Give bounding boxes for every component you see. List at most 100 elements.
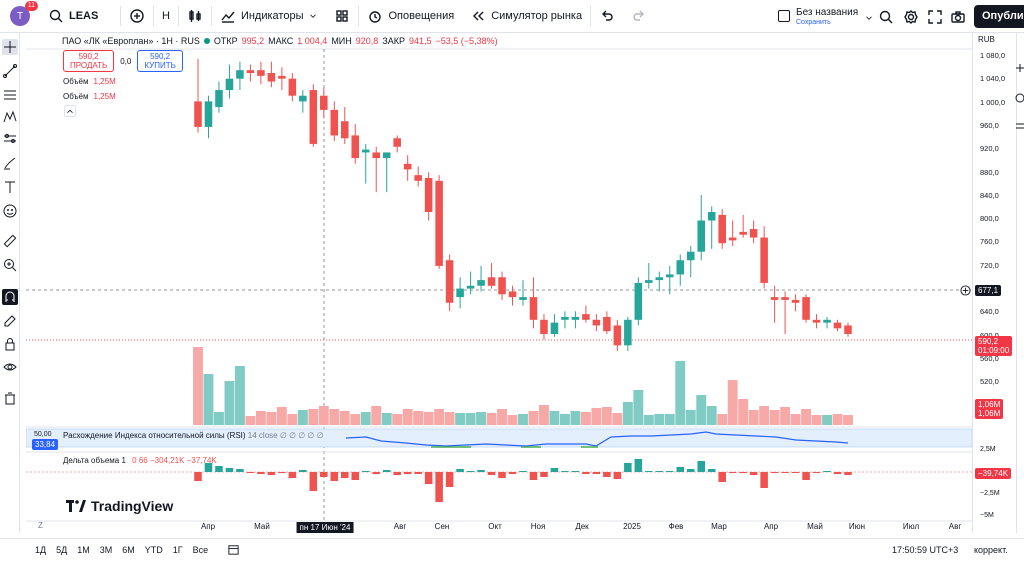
volume-bar: [371, 406, 382, 425]
trend-line-icon[interactable]: [2, 63, 18, 79]
delta-bar: [634, 459, 643, 472]
rsi-value-tag: 33,84: [32, 439, 59, 450]
period-1М[interactable]: 1М: [77, 544, 90, 555]
templates-button[interactable]: [326, 0, 358, 33]
avatar[interactable]: T 11: [10, 1, 38, 26]
volume-bar: [476, 412, 487, 425]
price-chart[interactable]: [26, 33, 972, 533]
collapse-legend-icon[interactable]: [64, 105, 76, 117]
currency-label[interactable]: RUB: [978, 35, 995, 44]
volume-bar: [381, 413, 392, 425]
add-alert-icon[interactable]: [960, 285, 971, 296]
candle-body: [728, 237, 737, 241]
delta-bar: [477, 470, 485, 472]
publish-button[interactable]: Опубликовать: [974, 5, 1024, 28]
volume-legend-1[interactable]: Объём 1,25M: [63, 77, 116, 86]
sell-button[interactable]: 590,2 ПРОДАТЬ: [63, 50, 115, 72]
fib-icon[interactable]: [2, 87, 18, 103]
candle-body: [351, 135, 360, 159]
chart-type-button[interactable]: [179, 0, 211, 33]
buy-button[interactable]: 590,2 КУПИТЬ: [137, 50, 183, 72]
period-1Д[interactable]: 1Д: [35, 544, 47, 555]
delta-level-top: 2,5M: [980, 446, 996, 453]
volume-bar: [465, 413, 476, 425]
volume-bar: [696, 395, 707, 425]
candle-body: [707, 212, 716, 221]
volume-bar: [318, 406, 329, 425]
alerts-button[interactable]: Оповещения: [359, 0, 462, 33]
replay-button[interactable]: Симулятор рынка: [462, 0, 590, 33]
magnet-icon[interactable]: [2, 289, 18, 305]
tradingview-logo[interactable]: TradingView: [66, 498, 173, 514]
symbol-title[interactable]: ПАО «ЛК «Европлан» · 1Н · RUS: [62, 36, 200, 46]
clock-icon[interactable]: [1015, 93, 1024, 103]
zoom-in-icon[interactable]: [2, 257, 18, 273]
volume-bar: [570, 411, 581, 425]
pattern-icon[interactable]: [2, 109, 18, 125]
time-tick: Июл: [902, 522, 920, 531]
timezone-toggle[interactable]: Z: [38, 521, 43, 530]
candle-body: [309, 90, 318, 144]
quick-search-icon[interactable]: [878, 9, 894, 25]
pencil-lock-icon[interactable]: [2, 313, 18, 329]
candle-body: [592, 319, 601, 326]
clock-time[interactable]: 17:50:59 UTC+3: [892, 544, 959, 555]
list-icon[interactable]: [1015, 121, 1024, 131]
rsi-params: 14 close: [247, 431, 278, 440]
period-1Г[interactable]: 1Г: [172, 544, 183, 555]
rsi-line: [345, 431, 849, 447]
price-scale[interactable]: [972, 33, 1016, 533]
delta-bar: [194, 472, 202, 481]
emoji-icon[interactable]: [2, 203, 18, 219]
camera-icon[interactable]: [950, 9, 966, 25]
ruler-icon[interactable]: [2, 233, 18, 249]
candle-body: [686, 251, 695, 261]
avatar-button[interactable]: T 11: [0, 0, 38, 33]
candle-body: [571, 316, 580, 320]
adjust-button[interactable]: коррект.: [974, 544, 1008, 555]
redo-icon: [633, 10, 645, 21]
market-status-dot: [203, 38, 210, 44]
compare-button[interactable]: [121, 0, 153, 33]
volume-tag-1: 1,06M: [978, 400, 1001, 409]
fullscreen-icon[interactable]: [927, 9, 943, 25]
lock-icon[interactable]: [2, 336, 18, 352]
delta-bar: [351, 472, 360, 480]
brush-icon[interactable]: [2, 155, 18, 171]
text-icon[interactable]: [2, 179, 18, 195]
sell-price: 590,2: [78, 52, 99, 61]
volume-legend-2[interactable]: Объём 1,25M: [63, 92, 116, 101]
calendar-icon[interactable]: [227, 543, 240, 556]
layout-name-button[interactable]: Без названия Сохранить: [778, 8, 874, 28]
volume-label: Объём: [63, 77, 89, 86]
indicators-button[interactable]: Индикаторы: [212, 0, 327, 33]
trash-icon[interactable]: [2, 390, 18, 406]
symbol-search[interactable]: LEAS: [38, 0, 120, 33]
rsi-legend[interactable]: Расхождение Индекса относительной силы (…: [63, 431, 324, 440]
period-3М[interactable]: 3М: [99, 544, 113, 555]
volume-bar: [193, 347, 203, 425]
candle-body: [435, 180, 443, 266]
delta-bar: [781, 472, 789, 473]
candle-body: [529, 297, 538, 320]
crosshair-icon[interactable]: [2, 39, 18, 55]
eye-icon[interactable]: [2, 359, 18, 375]
period-YTD[interactable]: YTD: [144, 544, 163, 555]
forecast-icon[interactable]: [2, 132, 18, 148]
candle-body: [519, 297, 527, 300]
volume-bar: [559, 414, 570, 425]
buy-label: КУПИТЬ: [144, 61, 176, 70]
period-5Д[interactable]: 5Д: [56, 544, 68, 555]
period-Все[interactable]: Все: [192, 544, 209, 555]
redo-button[interactable]: [623, 0, 655, 33]
settings-icon[interactable]: [903, 9, 919, 25]
delta-bar: [802, 472, 810, 480]
volume-bar: [759, 406, 770, 425]
interval-button[interactable]: H: [154, 0, 178, 33]
undo-button[interactable]: [591, 0, 623, 33]
delta-legend[interactable]: Дельта объема 1 0 66 −304,21K −37,74K: [63, 456, 217, 465]
volume-bar: [539, 405, 549, 425]
period-6М[interactable]: 6М: [122, 544, 135, 555]
plus-icon[interactable]: [1015, 63, 1024, 73]
delta-level-bottom: −2,5M: [980, 490, 1000, 497]
